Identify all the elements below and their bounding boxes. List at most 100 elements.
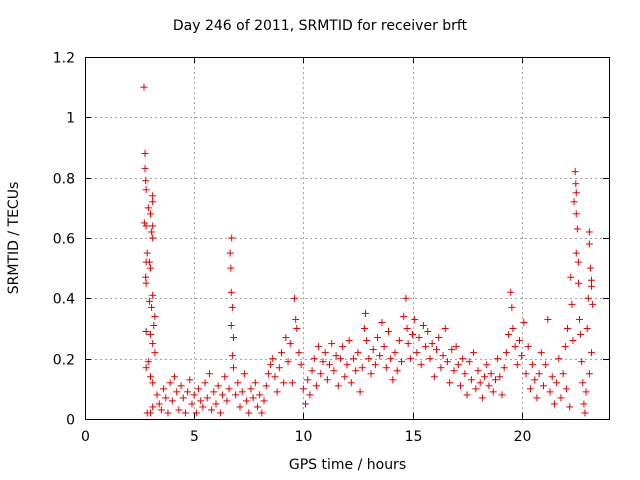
data-point [363,337,371,345]
data-point [341,373,349,381]
data-point [291,294,299,302]
grid-lines [85,57,609,419]
data-point [588,276,596,284]
data-point [227,288,235,296]
data-point [585,240,593,248]
data-point [143,249,151,257]
data-point [225,385,233,393]
data-point [559,370,567,378]
data-point [358,364,366,372]
data-point [326,361,334,369]
x-tick-label: 15 [405,429,423,445]
data-point [508,303,516,311]
data-point [149,291,157,299]
data-point [483,361,491,369]
data-point [581,409,589,417]
data-point [149,222,157,230]
data-point [511,343,519,351]
data-point [197,397,205,405]
y-tick-label: 1.2 [53,51,75,67]
data-point [371,361,379,369]
data-point [537,349,545,357]
data-point [378,318,386,326]
data-point [157,406,165,414]
data-point [465,358,473,366]
data-point [572,189,580,197]
data-point [404,340,412,348]
data-point [489,388,497,396]
data-point [304,376,312,384]
data-point [234,379,242,387]
data-point [579,379,587,387]
data-point [238,388,246,396]
data-point [548,373,556,381]
data-point [343,361,351,369]
data-point [589,300,597,308]
data-point [229,334,237,342]
data-point [446,379,454,387]
data-point [203,394,211,402]
data-point [151,349,159,357]
data-point [229,364,237,372]
data-point [463,391,471,399]
data-point [149,379,157,387]
data-point [214,382,222,390]
data-point [553,379,561,387]
data-point [147,331,154,339]
data-point [467,376,475,384]
data-point [149,234,157,242]
data-point [264,370,272,378]
data-point [323,376,331,384]
data-point [459,355,467,363]
data-point [226,249,234,257]
data-point [319,358,327,366]
data-point [149,198,157,206]
data-point [441,325,449,332]
data-point [306,391,314,399]
data-point [391,349,399,357]
x-tick-label: 0 [81,429,90,445]
data-point [162,394,170,402]
data-point [347,379,355,387]
data-point [583,325,591,332]
data-point [260,397,268,405]
data-point [292,315,300,323]
data-point [192,409,200,417]
data-point [509,325,517,332]
data-point [376,352,384,360]
data-point [315,343,323,351]
data-point [286,340,294,348]
data-point [147,264,154,272]
data-point [546,388,554,396]
data-point [148,303,156,311]
data-point [208,406,216,414]
data-point [142,186,150,194]
data-point [535,370,543,378]
data-point [500,364,508,372]
data-point [569,337,577,345]
data-point [513,361,521,369]
data-point [387,355,395,363]
data-point [205,370,213,378]
data-point [227,264,235,272]
data-point [312,382,320,390]
data-point [278,349,285,357]
data-point [299,385,307,393]
data-point [382,364,390,372]
data-point [584,294,592,302]
data-point [570,198,578,206]
data-point [144,204,152,212]
data-point [533,394,541,402]
data-point [426,355,434,363]
data-point [141,150,149,158]
data-point [522,370,530,378]
data-point [177,382,185,390]
data-point [288,379,296,387]
data-point [179,394,187,402]
data-point [572,249,580,257]
data-point [524,343,532,351]
data-point [147,373,154,381]
data-point [155,400,163,408]
data-point [585,370,593,378]
axis-ticks: 0 0.2 0.4 0.6 0.8 1 1.2 0 5 10 15 20 [53,51,609,445]
